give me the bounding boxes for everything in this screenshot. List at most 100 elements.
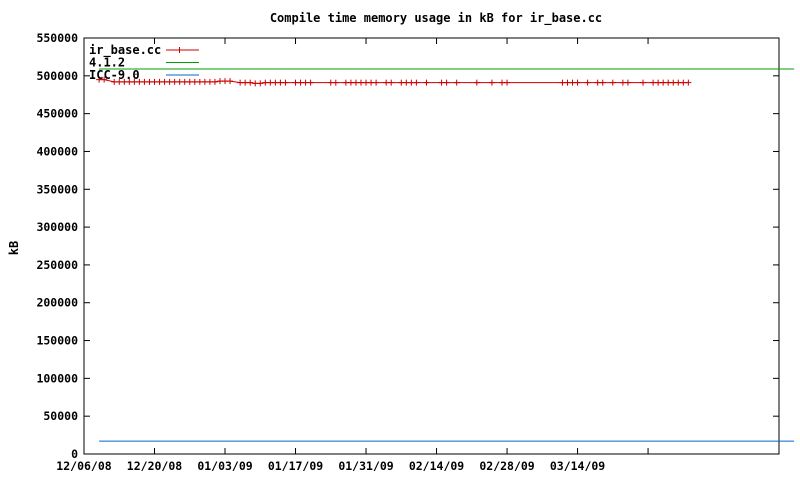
y-tick-label: 50000 (43, 409, 78, 423)
data-point (211, 78, 218, 85)
data-point (368, 79, 375, 86)
data-point (564, 79, 571, 86)
data-point (116, 78, 123, 85)
plot-frame (83, 37, 780, 455)
data-point (453, 79, 460, 86)
data-point (504, 79, 511, 86)
y-axis-label: kB (7, 241, 21, 255)
data-point (347, 79, 354, 86)
data-point (357, 79, 364, 86)
data-point (342, 79, 349, 86)
data-point (277, 79, 284, 86)
y-tick-label: 200000 (36, 296, 78, 310)
y-tick-label: 450000 (36, 107, 78, 121)
data-point (307, 79, 314, 86)
y-tick-label: 350000 (36, 182, 78, 196)
data-point (594, 79, 601, 86)
data-point (176, 78, 183, 85)
x-tick-label: 01/17/09 (268, 459, 323, 473)
data-point (111, 78, 118, 85)
data-point (262, 79, 269, 86)
data-point (247, 79, 254, 86)
data-point (206, 78, 213, 85)
data-point (680, 79, 687, 86)
data-point (252, 80, 259, 87)
data-point (438, 79, 445, 86)
data-point (237, 79, 244, 86)
data-point (121, 78, 128, 85)
x-tick-label: 02/28/09 (479, 459, 534, 473)
data-point (473, 79, 480, 86)
x-axis: 12/06/08 12/20/08 01/03/09 01/17/09 01/31/09… (56, 38, 649, 473)
data-point (151, 78, 158, 85)
data-point (599, 79, 606, 86)
x-tick-label: 02/14/09 (409, 459, 464, 473)
data-point (574, 79, 581, 86)
data-point (388, 79, 395, 86)
data-point (650, 79, 657, 86)
data-point (327, 79, 334, 86)
data-point (352, 79, 359, 86)
y-tick-label: 550000 (36, 31, 78, 45)
data-point (675, 79, 682, 86)
data-point (398, 79, 405, 86)
data-point (222, 78, 229, 85)
legend-label: ir_base.cc (89, 43, 161, 58)
legend-marker (176, 47, 183, 53)
series-layer (96, 68, 795, 442)
data-point (685, 79, 692, 86)
x-tick-label: 01/03/09 (197, 459, 252, 473)
data-point (488, 79, 495, 86)
data-point (619, 79, 626, 86)
data-point (161, 78, 168, 85)
data-point (227, 78, 234, 85)
y-tick-label: 0 (71, 447, 78, 461)
data-point (383, 79, 390, 86)
x-tick-label: 01/31/09 (338, 459, 393, 473)
data-point (584, 79, 591, 86)
y-tick-label: 150000 (36, 334, 78, 348)
data-point (670, 79, 677, 86)
chart-title: Compile time memory usage in kB for ir_b… (270, 11, 602, 26)
y-tick-label: 250000 (36, 258, 78, 272)
data-point (196, 78, 203, 85)
data-point (267, 79, 274, 86)
data-point (191, 78, 198, 85)
data-point (665, 79, 672, 86)
data-point (272, 79, 279, 86)
data-point (282, 79, 289, 86)
data-point (156, 78, 163, 85)
data-point (302, 79, 309, 86)
data-point (569, 79, 576, 86)
data-point (443, 79, 450, 86)
data-point (126, 78, 133, 85)
data-point (609, 79, 616, 86)
data-point (408, 79, 415, 86)
data-point (101, 76, 108, 83)
series-0 (96, 76, 692, 87)
data-point (413, 79, 420, 86)
data-point (96, 76, 103, 83)
legend-label: ICC-9.0 (89, 68, 140, 82)
data-point (186, 78, 193, 85)
data-point (373, 79, 380, 86)
data-point (146, 78, 153, 85)
data-point (403, 79, 410, 86)
data-point (166, 78, 173, 85)
data-point (257, 80, 264, 87)
data-point (423, 79, 430, 86)
data-point (655, 79, 662, 86)
data-point (624, 79, 631, 86)
data-point (131, 78, 138, 85)
data-point (363, 79, 370, 86)
x-tick-label: 12/06/08 (56, 459, 111, 473)
data-point (171, 78, 178, 85)
x-tick-label: 03/14/09 (550, 459, 605, 473)
y-tick-label: 500000 (36, 69, 78, 83)
data-point (499, 79, 506, 86)
data-point (216, 78, 223, 85)
data-point (141, 78, 148, 85)
